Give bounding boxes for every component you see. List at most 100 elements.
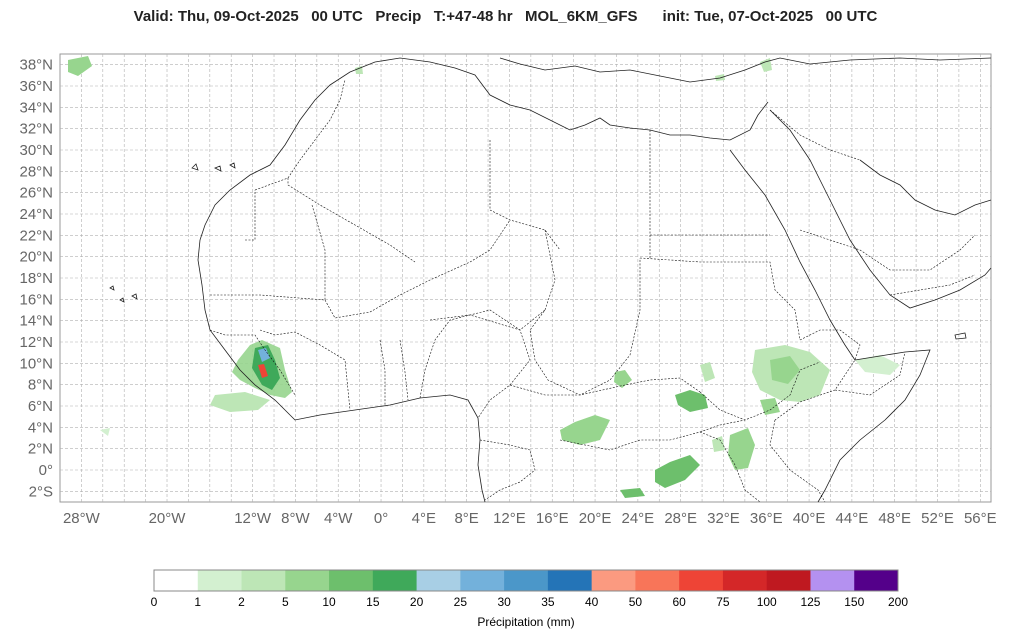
border-w-sahara bbox=[254, 177, 416, 263]
border-gabon-congo bbox=[479, 439, 536, 501]
lat-label: 12°N bbox=[19, 334, 53, 351]
lat-label: 6°N bbox=[28, 398, 53, 415]
lat-label: 22°N bbox=[19, 227, 53, 244]
lat-label: 18°N bbox=[19, 270, 53, 287]
colorbar-swatch bbox=[504, 570, 549, 591]
lon-label: 28°E bbox=[664, 510, 697, 527]
coast-gulf-guinea bbox=[197, 239, 486, 503]
precip-patch-sudan bbox=[712, 436, 725, 452]
colorbar-tick-label: 20 bbox=[410, 595, 424, 609]
lat-label: 2°S bbox=[29, 483, 53, 500]
lon-label: 32°E bbox=[707, 510, 740, 527]
border-drc bbox=[559, 431, 761, 503]
coast-europe bbox=[499, 57, 992, 83]
precip-patch-med bbox=[715, 74, 725, 81]
colorbar-tick-label: 5 bbox=[282, 595, 289, 609]
lat-label: 4°N bbox=[28, 419, 53, 436]
border-jordan-iraq bbox=[769, 109, 861, 161]
colorbar-swatch bbox=[241, 570, 286, 591]
colorbar-swatch bbox=[416, 570, 461, 591]
border-kenya bbox=[769, 419, 826, 503]
precip-areas bbox=[68, 56, 900, 498]
lon-label: 44°E bbox=[836, 510, 869, 527]
precip-patch-cameroon bbox=[560, 415, 610, 445]
colorbar-frame bbox=[153, 569, 899, 592]
lat-label: 10°N bbox=[19, 355, 53, 372]
lat-label: 8°N bbox=[28, 377, 53, 394]
lon-label: 8°W bbox=[281, 510, 310, 527]
lon-label: 12°W bbox=[234, 510, 272, 527]
precip-patch-ethiopia-core bbox=[770, 356, 800, 384]
precip-patch-car bbox=[675, 390, 708, 412]
map-gridlines bbox=[60, 54, 991, 502]
lon-label: 16°E bbox=[536, 510, 569, 527]
colorbar-tick-label: 1 bbox=[194, 595, 201, 609]
lat-label: 36°N bbox=[19, 78, 53, 95]
lon-label: 20°E bbox=[579, 510, 612, 527]
colorbar-swatch bbox=[285, 570, 330, 591]
lon-label: 48°E bbox=[878, 510, 911, 527]
country-borders bbox=[209, 79, 976, 503]
colorbar-swatch bbox=[810, 570, 855, 591]
colorbar-tick-label: 35 bbox=[541, 595, 555, 609]
colorbar: 0 1 2 5 10 15 20 25 30 35 40 50 60 75 100 125 150 200 bbox=[151, 569, 908, 609]
lat-label: 0° bbox=[39, 462, 53, 479]
lon-label: 56°E bbox=[964, 510, 997, 527]
border-west-africa-2 bbox=[379, 339, 409, 405]
colorbar-tick-label: 0 bbox=[151, 595, 158, 609]
colorbar-swatch bbox=[591, 570, 636, 591]
precip-patch-uganda bbox=[728, 428, 755, 470]
colorbar-swatch bbox=[460, 570, 505, 591]
precip-patch-levant bbox=[760, 58, 772, 72]
colorbar-tick-label: 100 bbox=[757, 595, 777, 609]
coast-north-africa bbox=[199, 57, 769, 241]
border-west-africa-1 bbox=[259, 329, 351, 411]
lon-label: 52°E bbox=[921, 510, 954, 527]
colorbar-tick-label: 30 bbox=[497, 595, 511, 609]
coast-east-africa bbox=[817, 349, 931, 503]
lat-label: 2°N bbox=[28, 441, 53, 458]
colorbar-swatch bbox=[372, 570, 418, 591]
latitude-labels: 38°N 36°N 34°N 32°N 30°N 28°N 26°N 24°N 22°N 20°N… bbox=[19, 57, 53, 501]
lon-label: 36°E bbox=[750, 510, 783, 527]
border-chad bbox=[529, 229, 641, 396]
colorbar-tick-label: 2 bbox=[238, 595, 245, 609]
longitude-labels: 28°W 20°W 12°W 8°W 4°W 0° 4°E 8°E 12°E 16°E 20°E 24… bbox=[63, 510, 997, 527]
colorbar-tick-label: 200 bbox=[888, 595, 908, 609]
border-morocco-algeria bbox=[287, 79, 346, 179]
lat-label: 16°N bbox=[19, 291, 53, 308]
map-title: Valid: Thu, 09-Oct-2025 00 UTC Precip T:… bbox=[133, 8, 878, 25]
precip-patch-nigeria bbox=[614, 370, 632, 388]
colorbar-tick-label: 75 bbox=[716, 595, 730, 609]
colorbar-tick-label: 60 bbox=[672, 595, 686, 609]
lat-label: 34°N bbox=[19, 99, 53, 116]
border-saudi bbox=[799, 229, 976, 271]
coast-arabia-w bbox=[769, 109, 992, 309]
colorbar-swatch bbox=[766, 570, 811, 591]
colorbar-tick-label: 15 bbox=[366, 595, 380, 609]
precip-patch-congo bbox=[655, 455, 700, 488]
border-somalia bbox=[834, 351, 906, 396]
precip-patch-guinea-red bbox=[258, 364, 268, 378]
coast-red-sea bbox=[729, 149, 856, 361]
lon-label: 4°E bbox=[412, 510, 436, 527]
coast-canaries bbox=[191, 162, 236, 172]
precip-patch-nw bbox=[68, 56, 92, 76]
lat-label: 38°N bbox=[19, 57, 53, 74]
precip-patch-drc bbox=[620, 488, 645, 498]
precip-patch-guinea-blue bbox=[258, 348, 270, 362]
colorbar-swatch bbox=[154, 570, 199, 591]
lon-label: 4°W bbox=[324, 510, 353, 527]
lon-label: 24°E bbox=[622, 510, 655, 527]
lat-label: 14°N bbox=[19, 313, 53, 330]
colorbar-swatch bbox=[547, 570, 593, 591]
precip-patch-kenya bbox=[760, 398, 780, 415]
lon-label: 40°E bbox=[793, 510, 826, 527]
colorbar-tick-label: 150 bbox=[844, 595, 864, 609]
colorbar-swatch bbox=[635, 570, 680, 591]
border-yemen bbox=[889, 274, 976, 296]
colorbar-tick-label: 50 bbox=[629, 595, 643, 609]
colorbar-title: Précipitation (mm) bbox=[477, 615, 574, 629]
border-mauritania bbox=[210, 190, 326, 301]
